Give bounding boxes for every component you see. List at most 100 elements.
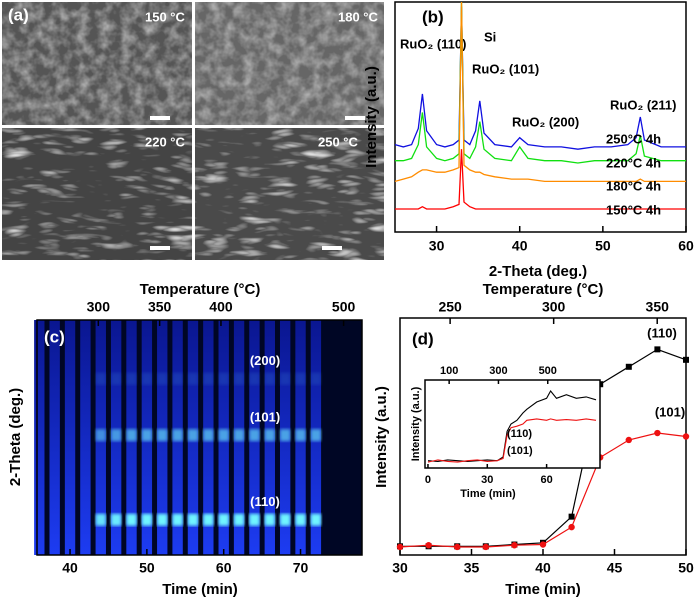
peak-band <box>264 429 275 442</box>
tick-label: 40 <box>535 560 551 576</box>
frame-stripe <box>49 320 60 555</box>
tick-label: 500 <box>539 365 557 377</box>
sem-texture <box>195 2 384 125</box>
peak-band <box>187 513 199 526</box>
peak-band <box>126 513 137 526</box>
tick-label: 45 <box>607 560 623 576</box>
panel-label: (d) <box>412 329 434 348</box>
plot-frame <box>424 379 601 469</box>
panel-label: (a) <box>8 5 29 24</box>
peak-band <box>157 372 168 385</box>
peak-band <box>95 429 106 442</box>
marker <box>654 346 661 353</box>
tick-label: 30 <box>392 560 408 576</box>
tick-label: 300 <box>87 299 111 315</box>
peak-band <box>110 372 122 385</box>
peak-band <box>249 429 260 442</box>
tick-label: 250 <box>438 299 462 315</box>
peak-band <box>95 513 106 526</box>
sem-label: 220 °C <box>145 134 186 149</box>
marker <box>682 433 690 440</box>
marker <box>568 523 575 531</box>
panel-label: (b) <box>422 7 444 26</box>
y-axis-label: Intensity (a.u.) <box>363 66 380 168</box>
scale-bar <box>322 246 342 250</box>
series-label: (110) <box>647 325 677 340</box>
annotation: RuO₂ (211) <box>610 97 676 112</box>
peak-band <box>110 513 122 526</box>
annotation: RuO₂ (101) <box>472 61 539 76</box>
series-label: (101) <box>655 404 685 419</box>
peak-band <box>141 372 153 385</box>
sem-label: 250 °C <box>318 134 359 149</box>
frame-stripe <box>34 320 45 555</box>
line-series <box>394 6 686 150</box>
tick-label: 30 <box>481 474 493 486</box>
annotation: RuO₂ (110) <box>400 36 466 51</box>
plot-frame <box>394 1 687 233</box>
tick-label: 350 <box>646 299 670 315</box>
frame-stripe <box>80 320 91 555</box>
peak-band <box>157 513 168 526</box>
peak-band <box>233 372 245 385</box>
peak-band <box>310 372 322 385</box>
peak-label: (110) <box>250 494 280 509</box>
series-label: 180°C 4h <box>606 178 661 193</box>
peak-band <box>279 372 291 385</box>
peak-band <box>203 513 214 526</box>
tick-label: 60 <box>216 560 232 576</box>
plot-background <box>37 320 362 555</box>
marker <box>425 542 432 549</box>
x-axis-label: Time (min) <box>162 581 238 598</box>
marker <box>568 513 575 520</box>
tick-label: 30 <box>429 238 445 254</box>
annotation: Si <box>484 29 496 44</box>
line-series <box>427 418 597 463</box>
series-label: 220°C 4h <box>606 155 661 170</box>
plot-frame <box>36 319 363 556</box>
series-label: 250°C 4h <box>606 131 661 146</box>
peak-band <box>126 429 137 442</box>
tick-label: 60 <box>540 474 552 486</box>
line-series <box>395 149 686 210</box>
peak-band <box>95 372 106 385</box>
peak-band <box>172 513 183 526</box>
frame-stripe <box>64 320 76 555</box>
peak-band <box>249 372 260 385</box>
peak-band <box>172 429 183 442</box>
line-series <box>395 1 686 164</box>
peak-label: (101) <box>250 410 280 425</box>
peak-band <box>141 513 153 526</box>
series-label: (110) <box>507 428 532 440</box>
peak-band <box>218 513 229 526</box>
marker <box>654 429 661 437</box>
sem-label: 150 °C <box>145 9 186 24</box>
x-axis-label: 2-Theta (deg.) <box>489 263 587 280</box>
y-axis-label: 2-Theta (deg.) <box>7 388 24 486</box>
annotation: RuO₂ (200) <box>512 114 579 129</box>
tick-label: 40 <box>512 238 528 254</box>
marker <box>539 541 547 548</box>
tick-label: 60 <box>678 238 694 254</box>
series-label: 150°C 4h <box>606 202 661 217</box>
peak-band <box>233 429 245 442</box>
tick-label: 350 <box>148 299 172 315</box>
marker <box>683 356 689 363</box>
scale-bar <box>345 116 365 120</box>
series-label: (101) <box>507 445 533 457</box>
tick-label: 50 <box>139 560 155 576</box>
peak-band <box>141 429 153 442</box>
marker <box>625 436 632 444</box>
top-axis-label: Temperature (°C) <box>483 281 604 298</box>
peak-band <box>172 372 183 385</box>
peak-band <box>279 429 291 442</box>
peak-band <box>310 513 322 526</box>
peak-band <box>295 372 306 385</box>
sem-texture <box>2 128 192 260</box>
peak-band <box>264 513 275 526</box>
scale-bar <box>150 116 170 120</box>
peak-band <box>110 429 122 442</box>
tick-label: 500 <box>332 299 356 315</box>
tick-label: 0 <box>425 474 431 486</box>
